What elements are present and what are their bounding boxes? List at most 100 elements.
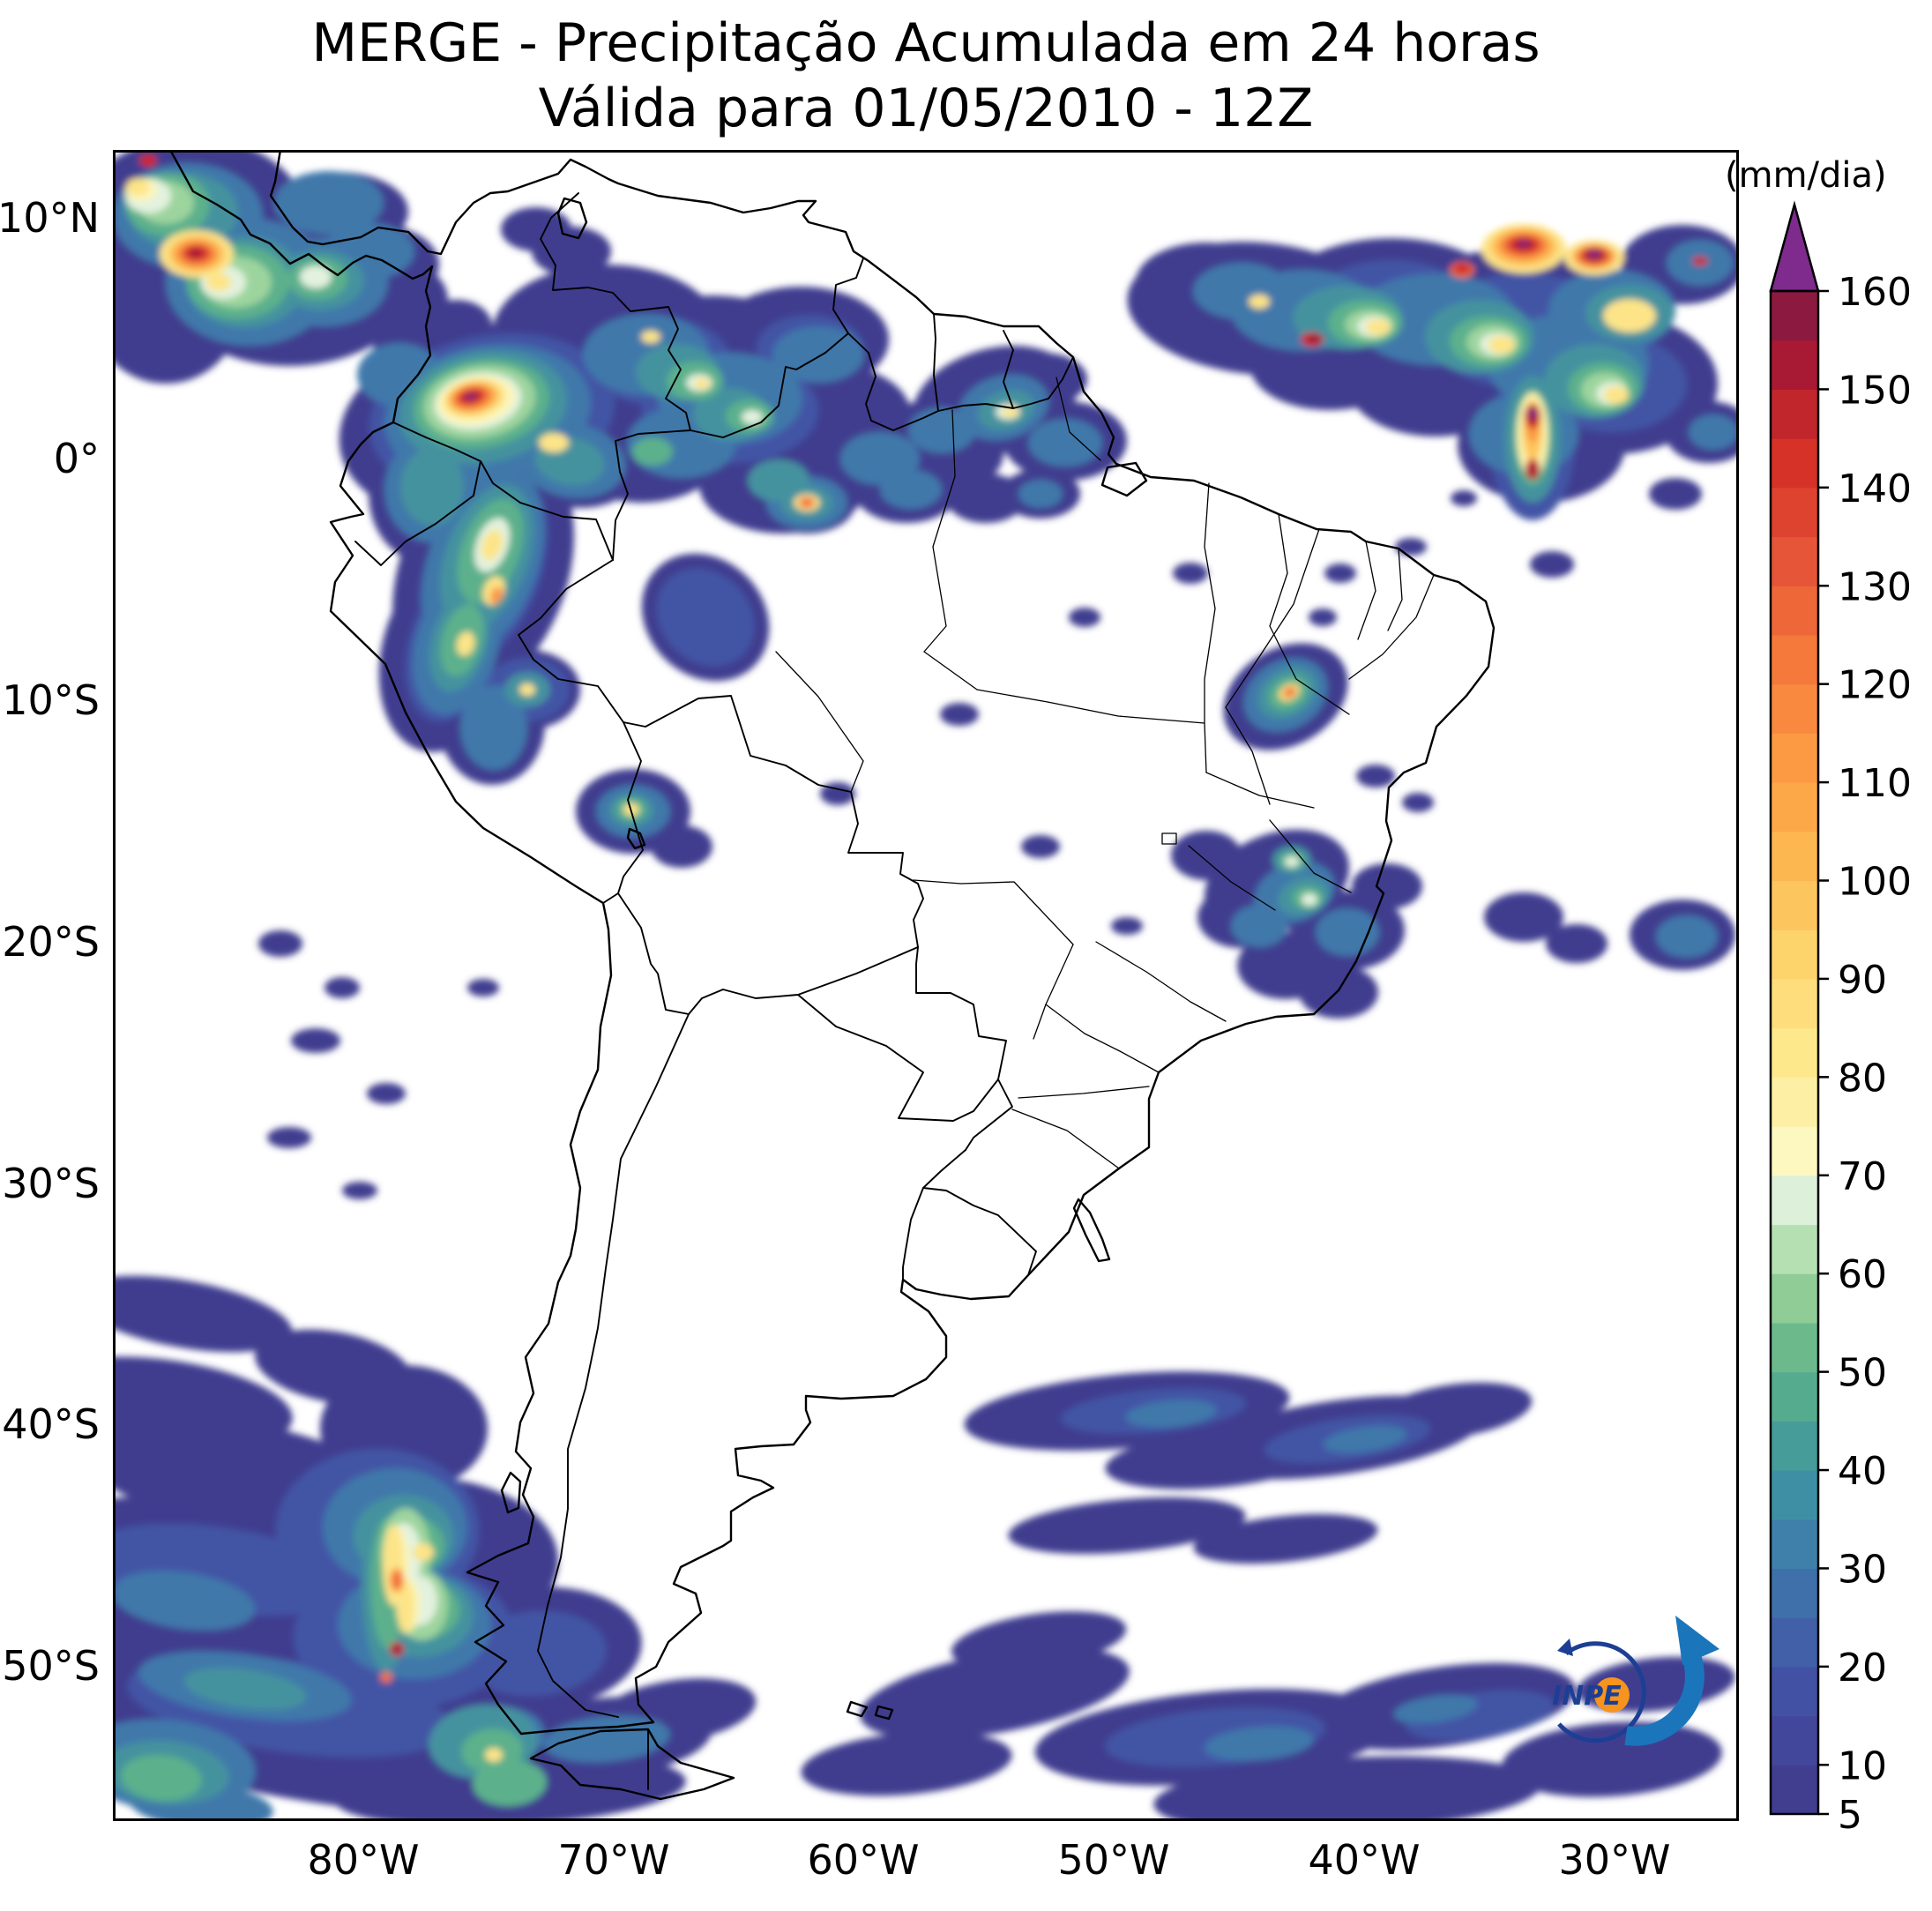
border-colombia-brazil <box>612 429 691 561</box>
border-argentina-chile <box>537 1013 690 1718</box>
inpe-orange-dot <box>1594 1677 1630 1713</box>
precip-blob <box>1692 257 1708 265</box>
colorbar-tick-label: 140 <box>1838 467 1912 511</box>
x-axis-tick-label: 70°W <box>557 1836 670 1884</box>
colorbar: 160 150 140 130 120 110 100 90 80 70 60 50 40 30 20 10 5 <box>1769 200 1912 1838</box>
precip-blob <box>1502 1721 1722 1797</box>
state-border-line <box>1225 528 1320 708</box>
state-border-line <box>1387 548 1403 631</box>
precip-blob <box>1393 1694 1478 1724</box>
inpe-logo-text: INPE <box>1552 1681 1622 1712</box>
border-argentina-paraguay <box>797 994 999 1122</box>
state-border-line <box>1225 706 1271 805</box>
colorbar-tick-label: 160 <box>1838 270 1912 315</box>
border-suriname-guiana <box>1003 330 1014 409</box>
colorbar-band <box>1771 438 1818 489</box>
precip-blob <box>1308 334 1322 343</box>
colorbar-band <box>1771 978 1818 1029</box>
colorbar-band <box>1771 1666 1818 1717</box>
precip-blob <box>1171 831 1242 880</box>
colorbar-band <box>1771 1322 1818 1373</box>
precip-blob <box>1309 608 1337 626</box>
precip-blob <box>1111 917 1143 935</box>
colorbar-tick-label: 20 <box>1838 1646 1887 1691</box>
state-border-line <box>1018 1086 1150 1099</box>
colorbar-band <box>1771 1027 1818 1078</box>
colorbar-band <box>1771 586 1818 636</box>
precip-blob <box>1488 336 1515 354</box>
precip-blob <box>1249 295 1270 309</box>
precip-blob <box>113 1571 256 1631</box>
state-border-line <box>1269 513 1350 715</box>
border-guyana-suriname <box>933 313 939 412</box>
border-venezuela-guyana <box>832 258 864 334</box>
islands-falkland <box>846 1700 894 1721</box>
precip-blob <box>258 930 302 957</box>
border-paraguay-brazil <box>915 946 1007 1080</box>
precip-blob <box>908 407 975 453</box>
precip-blob <box>951 1611 1127 1669</box>
state-border-line <box>1045 1004 1160 1073</box>
precip-blob <box>1518 241 1529 246</box>
precip-blob <box>121 1754 202 1802</box>
border-ecuador-peru <box>354 460 481 566</box>
state-border-line <box>1348 574 1435 680</box>
country-borders <box>354 192 1074 1790</box>
border-venezuela-brazil <box>690 332 849 438</box>
precip-blob <box>1484 892 1563 942</box>
precip-blob <box>742 410 763 424</box>
colorbar-tick-label: 150 <box>1838 368 1912 413</box>
precip-blob <box>342 1182 377 1199</box>
state-border-line <box>1188 845 1276 911</box>
precip-blob <box>1689 414 1738 450</box>
border-peru-bolivia <box>617 721 644 894</box>
precip-blob <box>1285 856 1299 867</box>
x-axis-tick-label: 40°W <box>1308 1836 1421 1884</box>
colorbar-band <box>1771 1077 1818 1127</box>
precip-blob <box>1153 1756 1541 1821</box>
precip-blob <box>466 393 475 400</box>
colorbar-unit-label: (mm/dia) <box>1725 155 1887 196</box>
precip-blob <box>274 171 384 235</box>
precip-blob <box>1589 250 1600 258</box>
precip-blob <box>189 249 203 258</box>
precip-blob <box>1546 924 1608 963</box>
precip-blob <box>1649 478 1702 510</box>
precip-blob <box>489 586 504 604</box>
inpe-arrowhead <box>1675 1616 1719 1665</box>
precip-blob <box>1299 966 1378 1019</box>
precip-blob <box>1604 386 1629 404</box>
precip-blob <box>1125 1400 1217 1428</box>
colorbar-tick-label: 30 <box>1838 1547 1887 1592</box>
precip-blob <box>501 207 571 251</box>
colorbar-tick-label: 120 <box>1838 663 1912 708</box>
colorbar-tick-label: 10 <box>1838 1743 1887 1788</box>
colorbar-band <box>1771 683 1818 734</box>
precip-blob <box>1173 563 1208 584</box>
precip-blob <box>1193 1513 1378 1564</box>
precip-blob <box>206 273 231 291</box>
coastlines <box>168 150 1496 1801</box>
colorbar-band <box>1771 487 1818 538</box>
border-guiana-brazil <box>1012 356 1074 409</box>
precip-blob <box>694 378 710 389</box>
precip-blob <box>367 1083 406 1104</box>
border-bolivia-paraguay <box>797 946 919 996</box>
colorbar-band <box>1771 1126 1818 1176</box>
precip-blob <box>1008 1497 1246 1555</box>
island-marajo <box>1100 461 1148 497</box>
state-border-line <box>1269 819 1352 893</box>
border-guyana-brazil <box>847 332 939 431</box>
inpe-swirl-arrowhead <box>1557 1639 1573 1656</box>
y-axis-tick-label: 30°S <box>2 1160 100 1207</box>
precip-blob <box>1402 793 1434 812</box>
colorbar-band <box>1771 880 1818 930</box>
precip-blob <box>380 1672 392 1683</box>
colorbar-tick-label: 50 <box>1838 1351 1887 1396</box>
precip-blob <box>1366 319 1391 335</box>
colorbar-band <box>1771 634 1818 685</box>
precip-blob <box>860 1647 1130 1739</box>
colorbar-tick-label: 80 <box>1838 1056 1887 1101</box>
precip-blob <box>1323 1425 1407 1453</box>
